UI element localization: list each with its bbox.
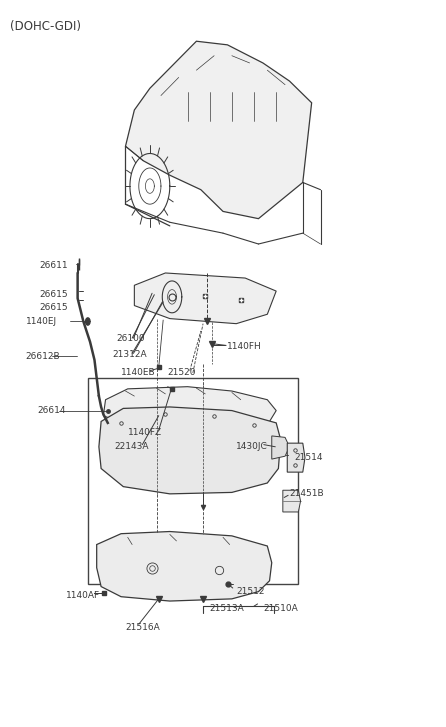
Text: 21512: 21512 <box>236 587 265 596</box>
Text: 1140EB: 1140EB <box>121 369 156 377</box>
Polygon shape <box>97 531 272 601</box>
Text: 21510A: 21510A <box>263 604 297 613</box>
Polygon shape <box>134 273 276 324</box>
Text: 1140FZ: 1140FZ <box>128 427 162 437</box>
Polygon shape <box>103 387 276 430</box>
Text: 26612B: 26612B <box>26 352 60 361</box>
Polygon shape <box>125 41 312 219</box>
Circle shape <box>86 318 90 325</box>
Polygon shape <box>272 436 289 459</box>
Text: 26615: 26615 <box>39 302 68 311</box>
Text: 22143A: 22143A <box>115 442 149 451</box>
Text: 26611: 26611 <box>39 261 68 270</box>
Text: 1140AF: 1140AF <box>66 591 100 600</box>
Text: 1140EJ: 1140EJ <box>26 317 57 326</box>
Text: 21514: 21514 <box>294 453 322 462</box>
Text: 21312A: 21312A <box>112 350 147 359</box>
Polygon shape <box>283 490 301 512</box>
Text: (DOHC-GDI): (DOHC-GDI) <box>10 20 81 33</box>
Text: 1140FH: 1140FH <box>227 342 262 351</box>
Text: 21516A: 21516A <box>125 623 160 632</box>
Text: 21513A: 21513A <box>210 604 244 613</box>
Polygon shape <box>99 407 281 494</box>
Text: 1430JC: 1430JC <box>236 442 268 451</box>
Text: 26615: 26615 <box>39 290 68 300</box>
Text: 26614: 26614 <box>38 406 66 415</box>
Text: 26100: 26100 <box>116 334 145 342</box>
Text: 21520: 21520 <box>168 369 196 377</box>
Text: 21451B: 21451B <box>289 489 324 499</box>
Polygon shape <box>287 443 305 472</box>
Bar <box>88 378 298 585</box>
